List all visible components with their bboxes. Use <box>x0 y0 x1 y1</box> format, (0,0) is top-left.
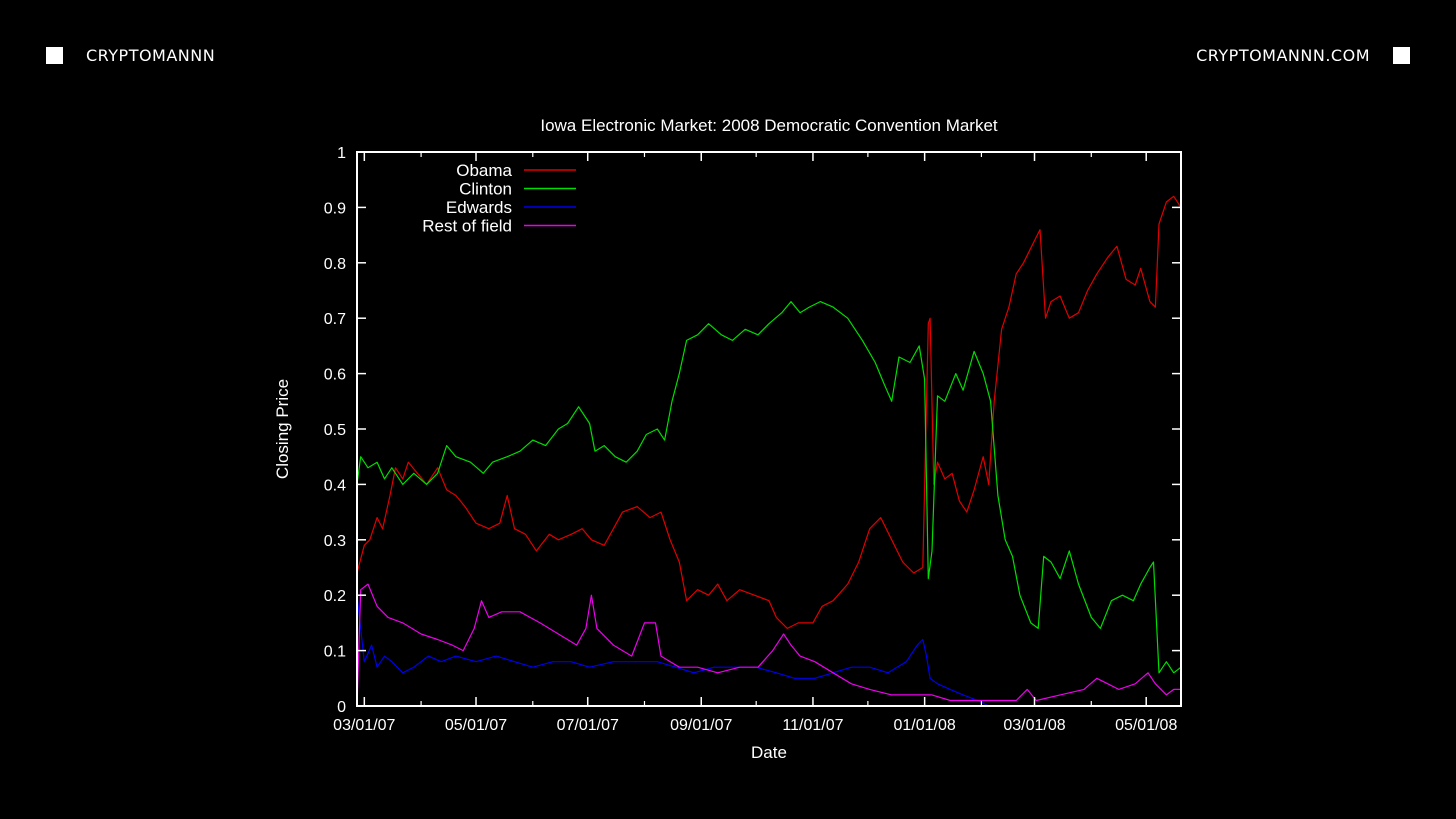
chart-title: Iowa Electronic Market: 2008 Democratic … <box>540 116 998 135</box>
y-tick-label: 0.6 <box>324 367 346 384</box>
x-tick-label: 09/01/07 <box>670 717 732 734</box>
series-line-2 <box>356 595 989 707</box>
brand-url[interactable]: CRYPTOMANNN.COM <box>1196 45 1370 65</box>
x-tick-label: 07/01/07 <box>557 717 619 734</box>
x-tick-label: 03/01/08 <box>1003 717 1065 734</box>
y-tick-label: 1 <box>337 145 346 162</box>
x-tick-label: 01/01/08 <box>894 717 956 734</box>
series-line-0 <box>356 195 1182 629</box>
y-tick-label: 0.7 <box>324 311 346 328</box>
legend-label: Clinton <box>459 180 512 199</box>
y-tick-label: 0.8 <box>324 256 346 273</box>
y-tick-label: 0.3 <box>324 533 346 550</box>
y-tick-label: 0.9 <box>324 200 346 217</box>
y-tick-label: 0 <box>337 699 346 716</box>
y-axis-label: Closing Price <box>273 379 292 479</box>
brand-right: CRYPTOMANNN.COM <box>1196 44 1410 66</box>
brand-left: CRYPTOMANNN <box>46 44 215 66</box>
y-tick-label: 0.5 <box>324 422 346 439</box>
x-tick-label: 05/01/08 <box>1115 717 1177 734</box>
plot-frame <box>356 151 1182 707</box>
legend-label: Edwards <box>446 198 512 217</box>
y-tick-label: 0.4 <box>324 477 346 494</box>
axis-ticks <box>357 151 1181 707</box>
x-tick-label: 05/01/07 <box>445 717 507 734</box>
square-logo-icon <box>46 46 63 64</box>
legend-label: Obama <box>456 161 512 180</box>
plot-lines <box>356 195 1182 707</box>
y-tick-label: 0.2 <box>324 588 346 605</box>
y-tick-label: 0.1 <box>324 644 346 661</box>
legend-label: Rest of field <box>422 217 512 236</box>
x-tick-label: 11/01/07 <box>782 717 843 734</box>
square-logo-icon <box>1393 46 1410 64</box>
brand-name: CRYPTOMANNN <box>86 45 216 65</box>
x-axis-label: Date <box>751 743 787 762</box>
series-line-1 <box>356 301 1182 674</box>
tick-labels: 0 0.1 0.2 0.3 0.4 0.5 0.6 0.7 0.8 0.9 1 03/01/07 05/… <box>324 145 1178 734</box>
series-line-3 <box>356 583 1181 707</box>
x-tick-label: 03/01/07 <box>333 717 395 734</box>
